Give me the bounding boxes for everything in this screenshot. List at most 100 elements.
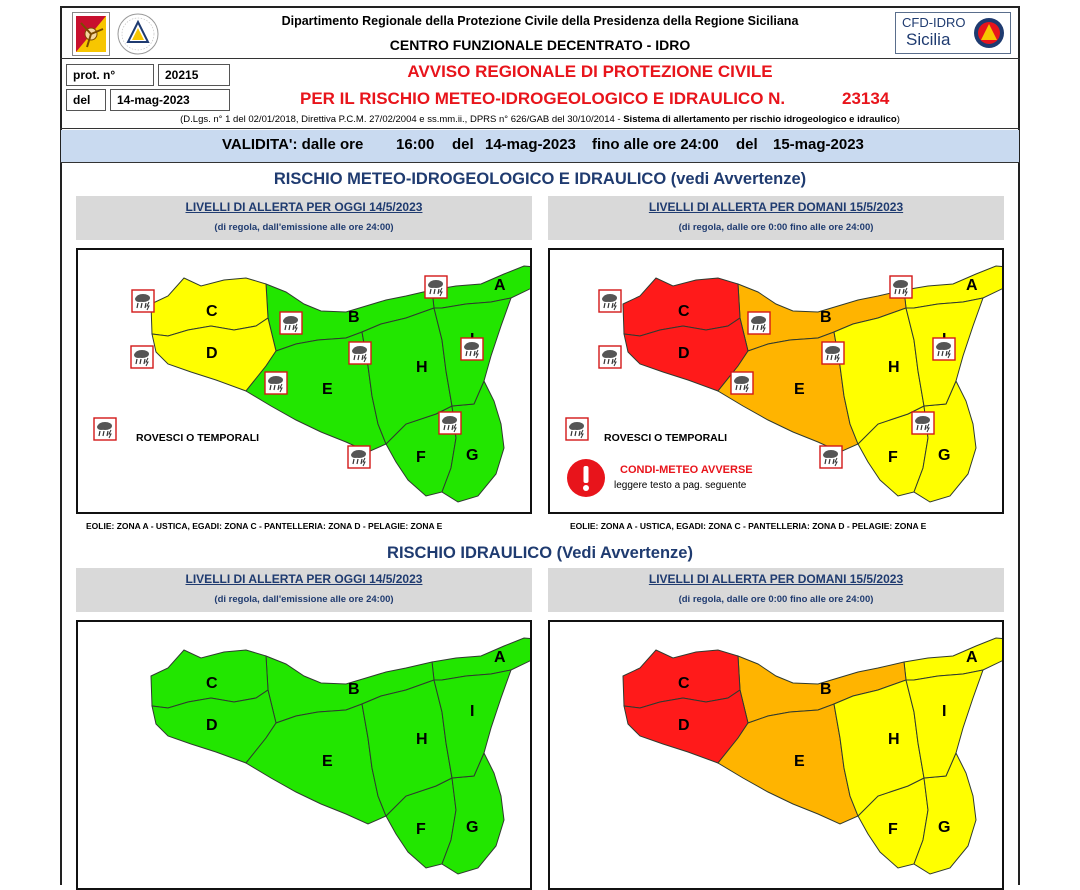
zone-h	[361, 307, 453, 445]
divider	[60, 58, 1020, 59]
zone-h	[361, 679, 453, 817]
zone-label: B	[820, 681, 832, 698]
cfd-emblem-icon	[974, 18, 1004, 48]
del-date: 14-mag-2023	[110, 89, 230, 111]
zone-label: A	[966, 649, 978, 666]
zone-label: C	[206, 303, 218, 320]
storm-cloud-icon	[93, 417, 117, 441]
zone-label: C	[678, 303, 690, 320]
storm-cloud-icon	[279, 311, 303, 335]
storm-cloud-icon	[747, 311, 771, 335]
zone-label: E	[794, 753, 805, 770]
storm-cloud-icon	[130, 345, 154, 369]
del-label: del	[66, 89, 106, 111]
department-name: Dipartimento Regionale della Protezione …	[281, 14, 799, 28]
panel-header-tomorrow-idro: LIVELLI DI ALLERTA PER DOMANI 15/5/2023 …	[548, 568, 1004, 612]
validity-from-time: 16:00	[396, 136, 435, 153]
zone-label: I	[470, 703, 474, 720]
section-meteo-title: RISCHIO METEO-IDROGEOLOGICO E IDRAULICO …	[60, 170, 1020, 189]
panel-title: LIVELLI DI ALLERTA PER DOMANI 15/5/2023	[648, 200, 904, 214]
zone-label: B	[348, 681, 360, 698]
zone-label: G	[938, 819, 950, 836]
storm-cloud-icon	[819, 445, 843, 469]
zone-h	[833, 307, 925, 445]
storm-cloud-icon	[347, 445, 371, 469]
legend-storms-label: ROVESCI O TEMPORALI	[604, 432, 728, 444]
zone-label: D	[678, 345, 690, 362]
adverse-subtitle: leggere testo a pag. seguente	[614, 480, 747, 491]
zone-i	[905, 669, 984, 779]
section-idro-title-rest: (Vedi Avvertenze)	[556, 544, 693, 562]
zone-label: H	[888, 731, 900, 748]
storm-cloud-icon	[438, 411, 462, 435]
exclamation-warning-icon	[567, 459, 605, 497]
panel-subtitle: (di regola, dall'emissione alle ore 24:0…	[214, 222, 394, 233]
section-meteo-title-rest: (vedi Avvertenze)	[670, 170, 807, 188]
islands-note: EOLIE: ZONA A - USTICA, EGADI: ZONA C - …	[570, 521, 927, 531]
zone-label: G	[938, 447, 950, 464]
notice-title: AVVISO REGIONALE DI PROTEZIONE CIVILE	[407, 62, 773, 81]
legal-plain: (D.Lgs. n° 1 del 02/01/2018, Direttiva P…	[180, 114, 624, 125]
panel-header-today-meteo: LIVELLI DI ALLERTA PER OGGI 14/5/2023 (d…	[76, 196, 532, 240]
zone-label: A	[966, 277, 978, 294]
zone-label: G	[466, 819, 478, 836]
zone-label: D	[678, 717, 690, 734]
validity-to-date: 15-mag-2023	[773, 136, 864, 153]
prot-number: 20215	[158, 64, 230, 86]
validity-del-2: del	[736, 136, 758, 153]
zone-label: D	[206, 717, 218, 734]
zone-label: B	[820, 309, 832, 326]
map-idro-tomorrow: A B C D E F G H I	[548, 620, 1019, 890]
document-frame	[60, 6, 1020, 885]
panel-subtitle: (di regola, dalle ore 0:00 fino alle ore…	[678, 594, 874, 605]
adverse-title: CONDI-METEO AVVERSE	[620, 464, 753, 476]
section-meteo-title-bold: RISCHIO METEO-IDROGEOLOGICO E IDRAULICO	[273, 170, 667, 188]
validity-until: fino alle ore 24:00	[592, 136, 719, 153]
storm-cloud-icon	[932, 337, 956, 361]
zone-a	[903, 637, 1019, 681]
zone-h	[833, 679, 925, 817]
legal-bold: Sistema di allertamento per rischio idro…	[623, 114, 897, 125]
zone-label: B	[348, 309, 360, 326]
zone-label: I	[942, 703, 946, 720]
sicily-trinacria-logo	[76, 16, 106, 52]
zone-label: H	[416, 731, 428, 748]
center-name: CENTRO FUNZIONALE DECENTRATO - IDRO	[389, 37, 691, 53]
zone-label: C	[678, 675, 690, 692]
notice-number: 23134	[842, 89, 890, 108]
storm-cloud-icon	[565, 417, 589, 441]
zone-i	[433, 669, 512, 779]
storm-cloud-icon	[598, 289, 622, 313]
region-logo	[72, 12, 110, 56]
storm-cloud-icon	[889, 275, 913, 299]
prot-label: prot. n°	[66, 64, 154, 86]
cfd-logo-text-top: CFD-IDRO	[902, 15, 966, 30]
section-idro-title-bold: RISCHIO IDRAULICO	[387, 544, 553, 562]
storm-cloud-icon	[598, 345, 622, 369]
zone-label: E	[322, 753, 333, 770]
cfd-logo-text-bottom: Sicilia	[906, 30, 951, 49]
storm-cloud-icon	[348, 341, 372, 365]
zone-label: C	[206, 675, 218, 692]
legal-end: )	[896, 114, 900, 125]
storm-cloud-icon	[730, 371, 754, 395]
validity-band	[61, 130, 1019, 162]
zone-a	[431, 637, 547, 681]
panel-subtitle: (di regola, dall'emissione alle ore 24:0…	[214, 594, 394, 605]
legal-reference: (D.Lgs. n° 1 del 02/01/2018, Direttiva P…	[70, 114, 1010, 125]
validity-del-1: del	[452, 136, 474, 153]
notice-subtitle: PER IL RISCHIO METEO-IDROGEOLOGICO E IDR…	[300, 89, 786, 108]
panel-title: LIVELLI DI ALLERTA PER OGGI 14/5/2023	[185, 200, 423, 214]
zone-label: A	[494, 649, 506, 666]
islands-note: EOLIE: ZONA A - USTICA, EGADI: ZONA C - …	[86, 521, 443, 531]
section-idro-title: RISCHIO IDRAULICO (Vedi Avvertenze)	[60, 544, 1020, 563]
cfd-idro-logo: CFD-IDRO Sicilia	[895, 12, 1011, 54]
storm-cloud-icon	[911, 411, 935, 435]
zone-a	[903, 265, 1019, 309]
protezione-civile-logo	[117, 13, 159, 55]
